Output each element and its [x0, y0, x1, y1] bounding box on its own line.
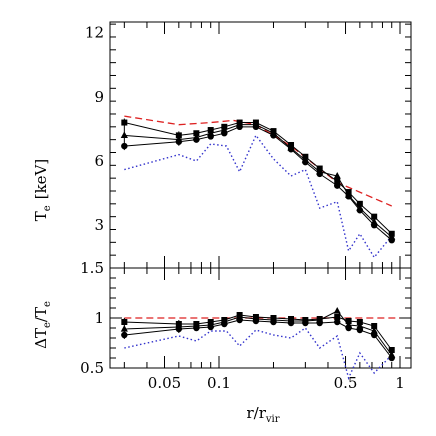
top-circle-marker — [370, 222, 378, 229]
x-tick-label: 1 — [395, 374, 405, 392]
bottom-circle-marker — [370, 331, 378, 339]
bottom-series-line-solid-circle — [124, 319, 393, 359]
bottom-circle-marker — [207, 323, 214, 331]
top-triangle-marker — [333, 172, 341, 179]
top-series-line-solid-square — [124, 122, 393, 235]
top-circle-marker — [356, 207, 364, 214]
bottom-circle-marker — [302, 319, 309, 327]
x-tick-label: 0.5 — [334, 374, 358, 392]
top-circle-marker — [252, 123, 260, 131]
top-circle-marker — [388, 236, 395, 244]
top-panel: 3 6 9 12 — [85, 21, 412, 269]
bottom-y-axis-title: ΔTe/Te — [32, 301, 53, 349]
bottom-triangle-marker — [333, 307, 341, 314]
top-circle-marker — [345, 193, 352, 200]
bottom-circle-marker — [270, 318, 277, 326]
top-square-marker — [334, 178, 341, 185]
bottom-square-marker — [371, 323, 378, 329]
top-series-line-solid-triangle — [124, 124, 393, 238]
bottom-circle-marker — [316, 319, 323, 327]
top-square-marker — [356, 200, 363, 207]
bottom-square-marker — [388, 347, 395, 353]
bottom-circle-marker — [193, 324, 200, 332]
top-circle-marker — [270, 132, 277, 139]
top-y-tick-label: 3 — [94, 216, 104, 234]
top-square-marker — [371, 213, 378, 220]
bottom-circle-marker — [388, 354, 395, 362]
bottom-circle-marker — [252, 317, 260, 325]
bottom-circle-marker — [236, 316, 243, 324]
top-series-line-solid-circle — [124, 126, 393, 241]
top-y-tick-label: 6 — [94, 152, 104, 170]
top-circle-marker — [207, 133, 214, 140]
bottom-circle-marker — [334, 318, 341, 326]
bottom-circle-marker — [356, 326, 364, 334]
top-circle-marker — [334, 182, 341, 189]
bottom-circle-marker — [221, 320, 228, 328]
x-tick-label: 0.1 — [207, 374, 231, 392]
bottom-triangle-marker — [356, 322, 364, 329]
top-series-line-dotted — [124, 133, 393, 259]
bottom-y-tick-label: 1 — [94, 309, 104, 327]
top-square-marker — [193, 130, 200, 137]
top-circle-marker — [316, 170, 323, 178]
top-circle-marker — [221, 130, 228, 137]
bottom-series-line-solid-square — [124, 314, 393, 351]
top-series-line-dashed — [124, 115, 392, 207]
top-circle-marker — [236, 123, 243, 131]
top-y-tick-label: 9 — [94, 88, 104, 106]
x-tick-label: 0.05 — [148, 374, 181, 392]
bottom-square-marker — [334, 314, 341, 320]
top-circle-marker — [302, 158, 309, 166]
bottom-panel: 0.5 1 1.5 0.05 0.1 0.5 1 — [80, 259, 412, 392]
top-circle-marker — [193, 136, 200, 143]
bottom-y-tick-label: 0.5 — [80, 359, 104, 377]
bottom-triangle-marker — [370, 327, 378, 334]
top-y-axis-title: Te[keV] — [32, 159, 53, 221]
bottom-circle-marker — [345, 324, 352, 332]
bottom-circle-marker — [287, 319, 295, 327]
bottom-series-line-dotted — [124, 327, 393, 381]
x-axis-title: r/rvir — [246, 404, 279, 425]
bottom-y-tick-label: 1.5 — [80, 259, 104, 277]
top-y-tick-label: 12 — [85, 24, 104, 42]
top-panel-frame — [109, 21, 412, 269]
top-circle-marker — [287, 146, 295, 153]
bottom-series-line-solid-triangle — [124, 310, 393, 356]
